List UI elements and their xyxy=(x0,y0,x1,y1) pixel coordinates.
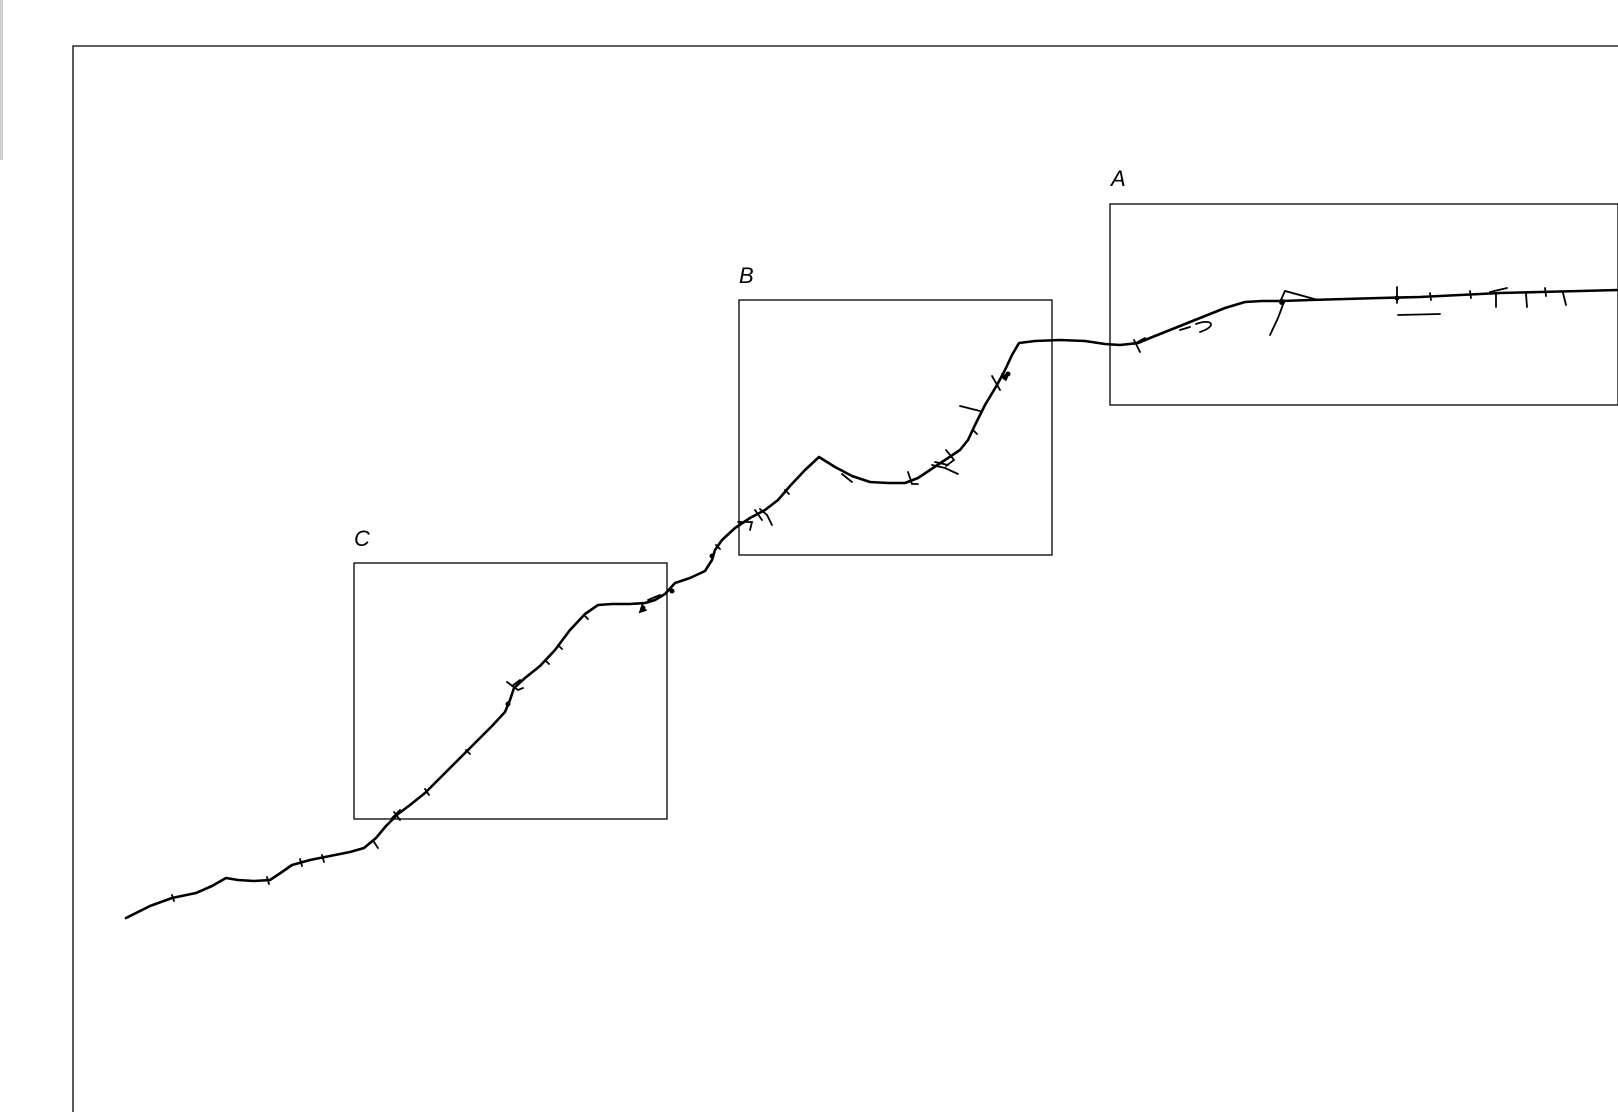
node-marker xyxy=(1394,295,1400,301)
node-marker xyxy=(709,553,715,559)
node-marker xyxy=(1005,371,1011,377)
spur xyxy=(1525,293,1528,308)
region-label-b: B xyxy=(739,263,754,288)
spur xyxy=(506,679,524,692)
spur xyxy=(1489,287,1508,308)
spur xyxy=(737,521,754,531)
spur xyxy=(1179,320,1212,333)
spur xyxy=(959,405,981,412)
spur xyxy=(1279,289,1319,303)
route-tick xyxy=(171,287,1547,902)
region-box-c xyxy=(353,562,668,820)
spur xyxy=(907,471,919,485)
spur xyxy=(391,809,401,821)
spur xyxy=(1562,292,1567,306)
spur xyxy=(934,449,956,467)
main-route-line xyxy=(124,288,1618,920)
node-marker xyxy=(640,605,646,611)
node-marker xyxy=(1279,299,1285,305)
map-frame xyxy=(72,45,1618,1112)
spur xyxy=(1269,301,1285,336)
region-label-a: A xyxy=(1109,166,1126,191)
spur xyxy=(931,464,959,475)
region-box-b xyxy=(738,299,1053,556)
spur xyxy=(754,508,773,526)
node-marker xyxy=(505,701,511,707)
region-box-a xyxy=(1109,203,1618,406)
spur xyxy=(1397,313,1441,316)
region-label-c: C xyxy=(354,526,370,551)
node-marker xyxy=(669,588,675,594)
spur xyxy=(841,473,853,483)
left-edge-bar xyxy=(0,0,3,160)
spur xyxy=(1133,337,1146,353)
